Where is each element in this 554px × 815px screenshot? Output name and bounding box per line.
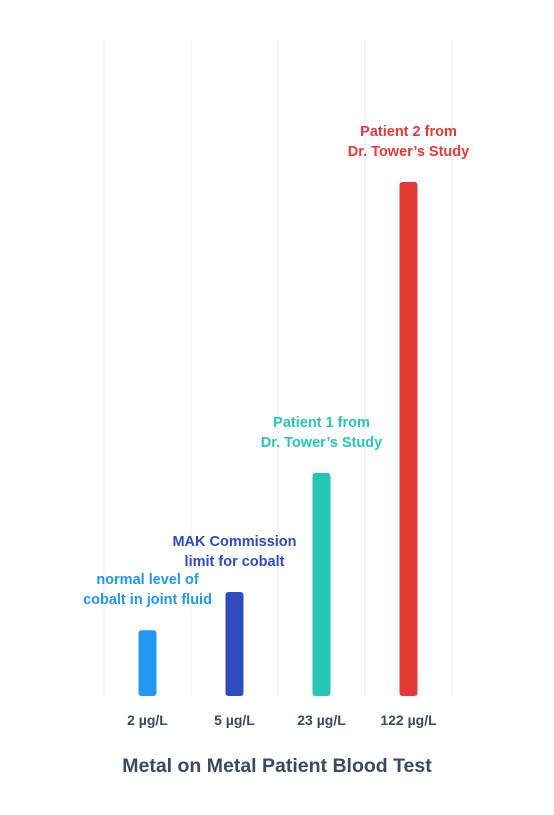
bar-annotation-line: cobalt in joint fluid	[83, 592, 212, 608]
chart-title: Metal on Metal Patient Blood Test	[122, 755, 432, 777]
x-axis-tick-labels: 2 µg/L 5 µg/L 23 µg/L 122 µg/L	[127, 712, 437, 728]
bar	[138, 630, 157, 696]
bar	[312, 472, 331, 696]
x-tick-label: 23 µg/L	[297, 712, 346, 728]
bar-annotation-line: normal level of	[96, 572, 199, 588]
x-tick-label: 2 µg/L	[127, 712, 168, 728]
bar-annotation-line: Patient 2 from	[360, 124, 457, 140]
bar-annotation-line: MAK Commission	[172, 534, 296, 550]
bar	[225, 591, 244, 696]
bar-annotation-line: Dr. Tower’s Study	[261, 435, 382, 451]
grid-lines	[103, 40, 453, 696]
bar-annotation-line: Dr. Tower’s Study	[348, 144, 469, 160]
bar	[399, 182, 418, 696]
bar-annotations: normal level of cobalt in joint fluid MAK …	[83, 124, 469, 608]
bar-annotation-line: Patient 1 from	[273, 415, 370, 431]
bars	[138, 182, 418, 696]
x-tick-label: 122 µg/L	[380, 712, 437, 728]
bar-annotation-line: limit for cobalt	[185, 554, 285, 570]
x-tick-label: 5 µg/L	[214, 712, 255, 728]
